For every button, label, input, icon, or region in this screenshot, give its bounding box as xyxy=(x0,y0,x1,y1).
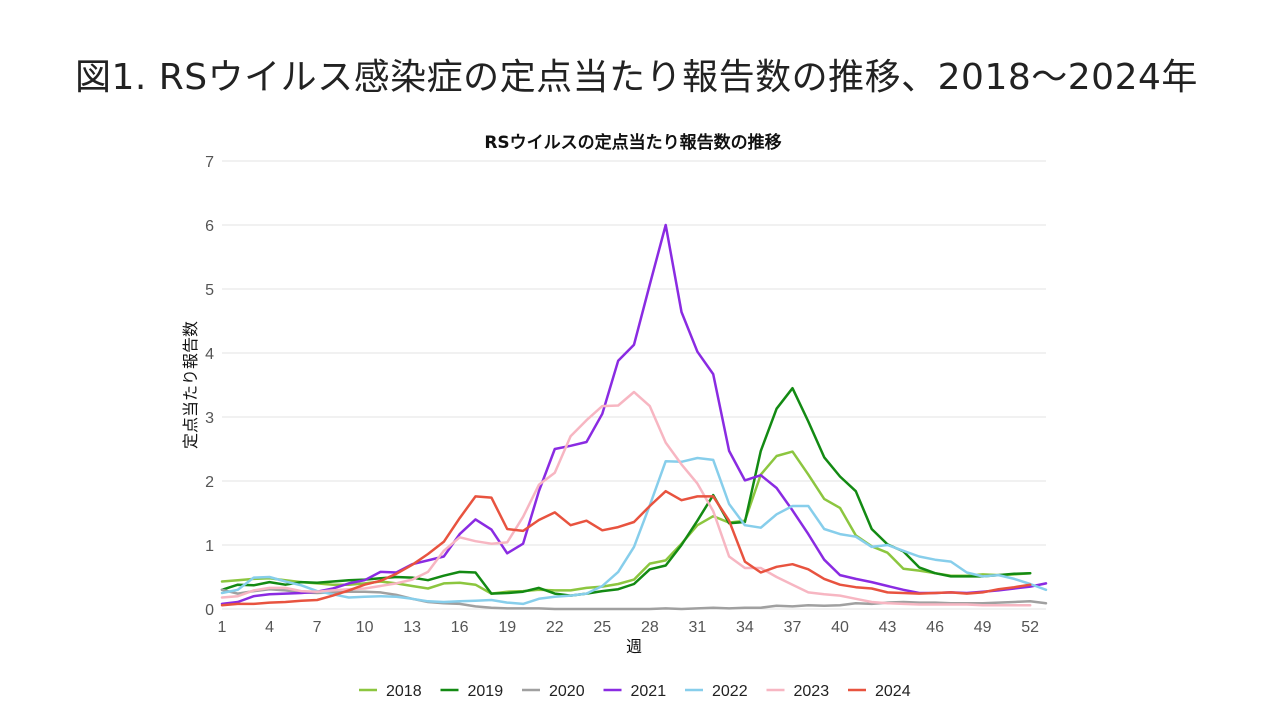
x-tick-label: 46 xyxy=(926,619,944,636)
y-tick-label: 1 xyxy=(205,538,214,555)
gridlines xyxy=(222,160,1046,610)
y-tick-label: 6 xyxy=(205,218,214,235)
x-axis-label: 週 xyxy=(626,637,642,656)
x-tick-label: 49 xyxy=(974,619,992,636)
x-tick-label: 4 xyxy=(265,619,274,636)
x-tick-label: 22 xyxy=(546,619,564,636)
x-tick-label: 1 xyxy=(218,619,227,636)
legend-label-2021: 2021 xyxy=(631,683,667,700)
legend-label-2023: 2023 xyxy=(794,683,830,700)
x-axis-ticks: 1 4 7 10 13 16 19 22 25 28 31 34 37 40 43 46 49 52 xyxy=(218,619,1040,636)
x-tick-label: 37 xyxy=(784,619,802,636)
y-tick-label: 4 xyxy=(205,346,214,363)
x-tick-label: 19 xyxy=(498,619,516,636)
x-tick-label: 43 xyxy=(879,619,897,636)
x-tick-label: 28 xyxy=(641,619,659,636)
chart-title: RSウイルスの定点当たり報告数の推移 xyxy=(484,132,781,153)
y-tick-label: 2 xyxy=(205,474,214,491)
series-line-2022 xyxy=(220,456,1048,606)
y-tick-label: 3 xyxy=(205,410,214,427)
legend-label-2024: 2024 xyxy=(875,683,911,700)
x-tick-label: 40 xyxy=(831,619,849,636)
x-tick-label: 10 xyxy=(356,619,374,636)
y-axis-label: 定点当たり報告数 xyxy=(181,321,200,449)
legend-label-2018: 2018 xyxy=(386,683,422,700)
series-line-2024 xyxy=(220,489,1032,607)
y-axis-ticks: 0 1 2 3 4 5 6 7 xyxy=(205,154,214,619)
y-tick-label: 5 xyxy=(205,282,214,299)
x-tick-label: 13 xyxy=(403,619,421,636)
x-tick-label: 31 xyxy=(688,619,706,636)
series-line-2021 xyxy=(220,223,1048,606)
series-lines xyxy=(220,223,1048,611)
series-line-2023 xyxy=(220,390,1032,607)
x-tick-label: 7 xyxy=(313,619,322,636)
series-line-2018 xyxy=(220,450,1032,595)
series-line-2019 xyxy=(220,386,1032,597)
legend-label-2019: 2019 xyxy=(468,683,504,700)
legend-label-2022: 2022 xyxy=(712,683,748,700)
y-tick-label: 7 xyxy=(205,154,214,171)
series-line-2020 xyxy=(220,587,1048,611)
x-tick-label: 34 xyxy=(736,619,754,636)
y-tick-label: 0 xyxy=(205,602,214,619)
slide-title: 図1. RSウイルス感染症の定点当たり報告数の推移、2018～2024年 xyxy=(75,57,1198,98)
x-tick-label: 52 xyxy=(1021,619,1039,636)
legend: 2018 2019 2020 2021 2022 2023 2024 xyxy=(359,683,911,700)
x-tick-label: 16 xyxy=(451,619,469,636)
x-tick-label: 25 xyxy=(593,619,611,636)
legend-label-2020: 2020 xyxy=(549,683,585,700)
